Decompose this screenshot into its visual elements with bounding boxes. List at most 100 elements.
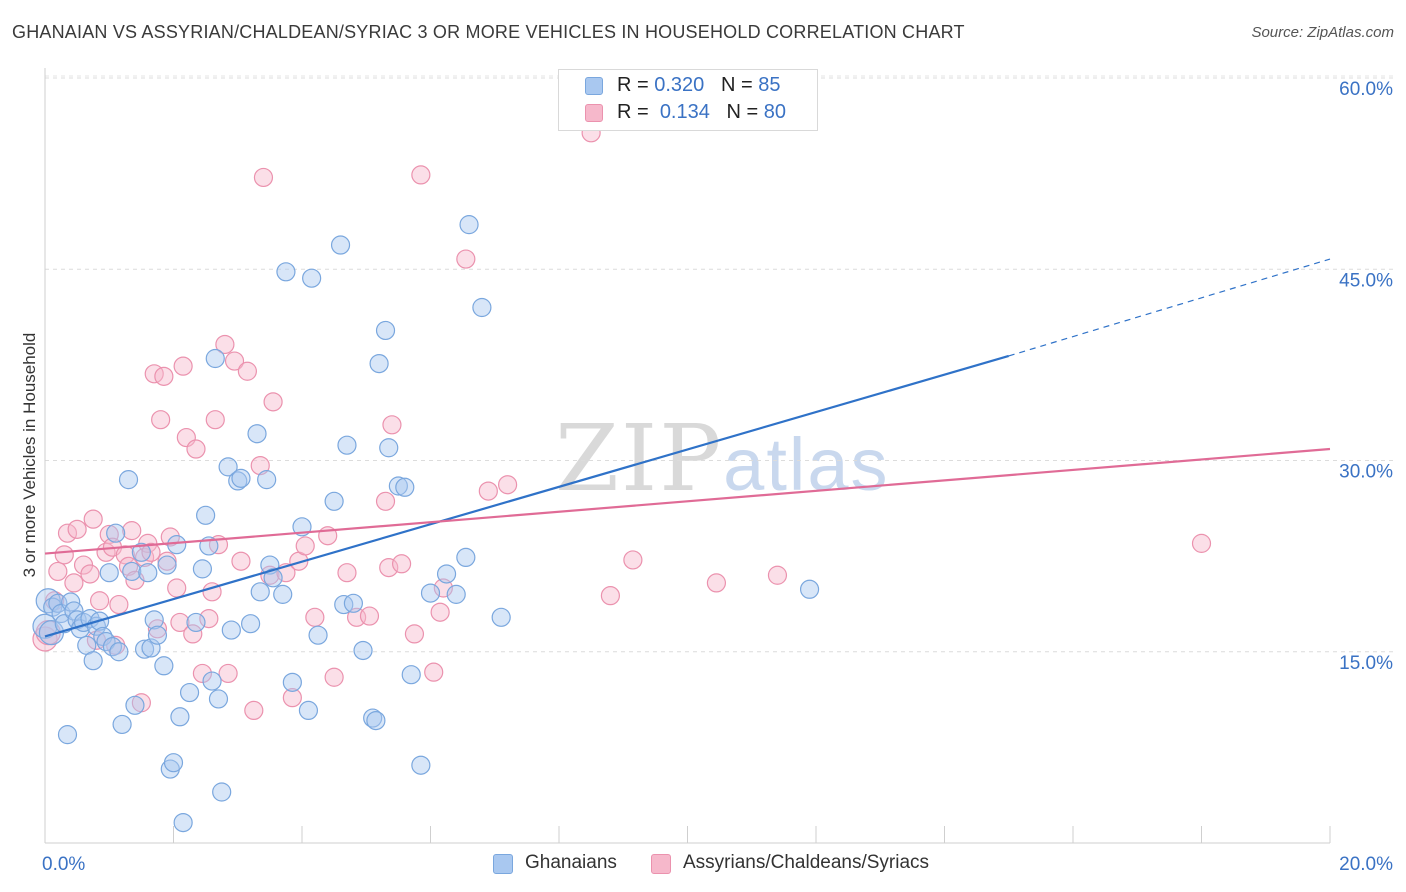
data-point <box>404 624 425 644</box>
data-point <box>163 753 184 773</box>
data-point <box>212 782 232 802</box>
data-point <box>67 519 87 539</box>
data-point <box>456 249 476 269</box>
data-point <box>334 594 354 615</box>
data-point <box>388 476 408 496</box>
data-point <box>192 559 213 579</box>
data-point <box>799 579 820 599</box>
data-point <box>80 564 100 584</box>
data-point <box>115 545 135 565</box>
data-point <box>57 725 78 745</box>
n-label: N = <box>720 74 759 96</box>
legend-swatch-pink <box>585 104 603 122</box>
data-point <box>600 586 621 606</box>
n-label: N = <box>726 101 764 123</box>
watermark: ZIPatlas <box>555 405 889 512</box>
data-point <box>144 610 164 630</box>
data-point <box>241 614 261 634</box>
data-point <box>324 491 344 511</box>
data-point <box>151 410 171 430</box>
trend-line-ghanaians <box>44 354 1010 638</box>
y-axis-label-wrap: 3 or more Vehicles in Household <box>18 0 42 892</box>
y-tick-label: 30.0% <box>1339 462 1393 483</box>
bottom-legend-label: Assyrians/Chaldeans/Syriacs <box>683 852 930 873</box>
data-point <box>276 262 296 282</box>
data-point <box>183 624 203 644</box>
data-point <box>498 475 518 495</box>
data-point <box>122 561 142 582</box>
data-point <box>411 755 431 775</box>
data-point <box>64 573 84 593</box>
data-point <box>1191 533 1212 553</box>
stats-legend: R = 0.320 N = 85 R = 0.134 N = 80 <box>558 69 818 131</box>
data-point <box>253 167 274 188</box>
data-point <box>199 608 219 629</box>
data-point <box>273 584 293 604</box>
bottom-legend-swatch-blue <box>493 854 513 874</box>
data-point <box>205 410 225 430</box>
r-value: 0.134 <box>659 101 710 123</box>
axes <box>44 68 1331 844</box>
data-point <box>491 607 511 627</box>
data-point <box>305 607 325 627</box>
r-label: R = <box>617 74 655 96</box>
data-point <box>298 700 319 721</box>
data-point <box>302 268 322 288</box>
r-label: R = <box>617 101 655 123</box>
legend-text: R = 0.320 N = 85 <box>617 74 780 97</box>
watermark-zip: ZIP <box>555 405 724 512</box>
data-point <box>173 812 193 833</box>
data-point <box>282 672 302 692</box>
data-point <box>337 563 357 583</box>
data-point <box>196 505 216 525</box>
data-point <box>366 710 386 731</box>
data-point <box>282 688 302 708</box>
data-point <box>167 535 187 555</box>
tick-labels: 15.0% 30.0% 45.0% 60.0% 0.0% 20.0% <box>42 79 1393 875</box>
data-point <box>93 626 113 647</box>
data-point <box>118 470 139 490</box>
data-point <box>250 582 270 602</box>
data-point <box>228 471 248 491</box>
data-point <box>472 297 492 318</box>
data-point <box>369 354 389 374</box>
data-point <box>308 625 328 645</box>
data-point <box>244 700 264 721</box>
data-point <box>102 637 123 657</box>
data-point <box>379 438 399 458</box>
bottom-legend-swatch-pink <box>651 854 671 874</box>
data-point <box>395 477 415 497</box>
data-point <box>106 523 126 543</box>
data-point <box>218 457 238 477</box>
data-point <box>83 509 103 529</box>
x-tick-label-min: 0.0% <box>42 854 85 875</box>
data-point <box>420 583 441 603</box>
data-point <box>205 348 225 369</box>
data-point <box>343 593 363 613</box>
data-point <box>122 521 142 541</box>
data-point <box>118 556 139 576</box>
data-point <box>109 642 129 662</box>
r-value: 0.320 <box>654 74 705 96</box>
data-point <box>231 468 251 488</box>
trend-lines <box>44 258 1331 638</box>
x-tick-label-max: 20.0% <box>1339 854 1393 875</box>
data-point <box>430 602 450 622</box>
y-tick-label: 45.0% <box>1339 270 1393 291</box>
data-point <box>109 594 129 615</box>
data-point <box>96 631 116 652</box>
data-point <box>160 527 180 547</box>
trend-line-ghanaians-extrapolated <box>1008 258 1331 357</box>
data-point <box>83 651 103 671</box>
data-point <box>237 361 257 381</box>
data-point <box>382 415 402 435</box>
data-point <box>401 665 421 685</box>
data-point <box>231 551 251 571</box>
data-point <box>263 392 283 412</box>
data-point <box>623 550 643 570</box>
data-point <box>767 565 788 585</box>
data-point <box>224 351 245 371</box>
data-point <box>295 536 315 556</box>
data-point <box>54 545 74 565</box>
